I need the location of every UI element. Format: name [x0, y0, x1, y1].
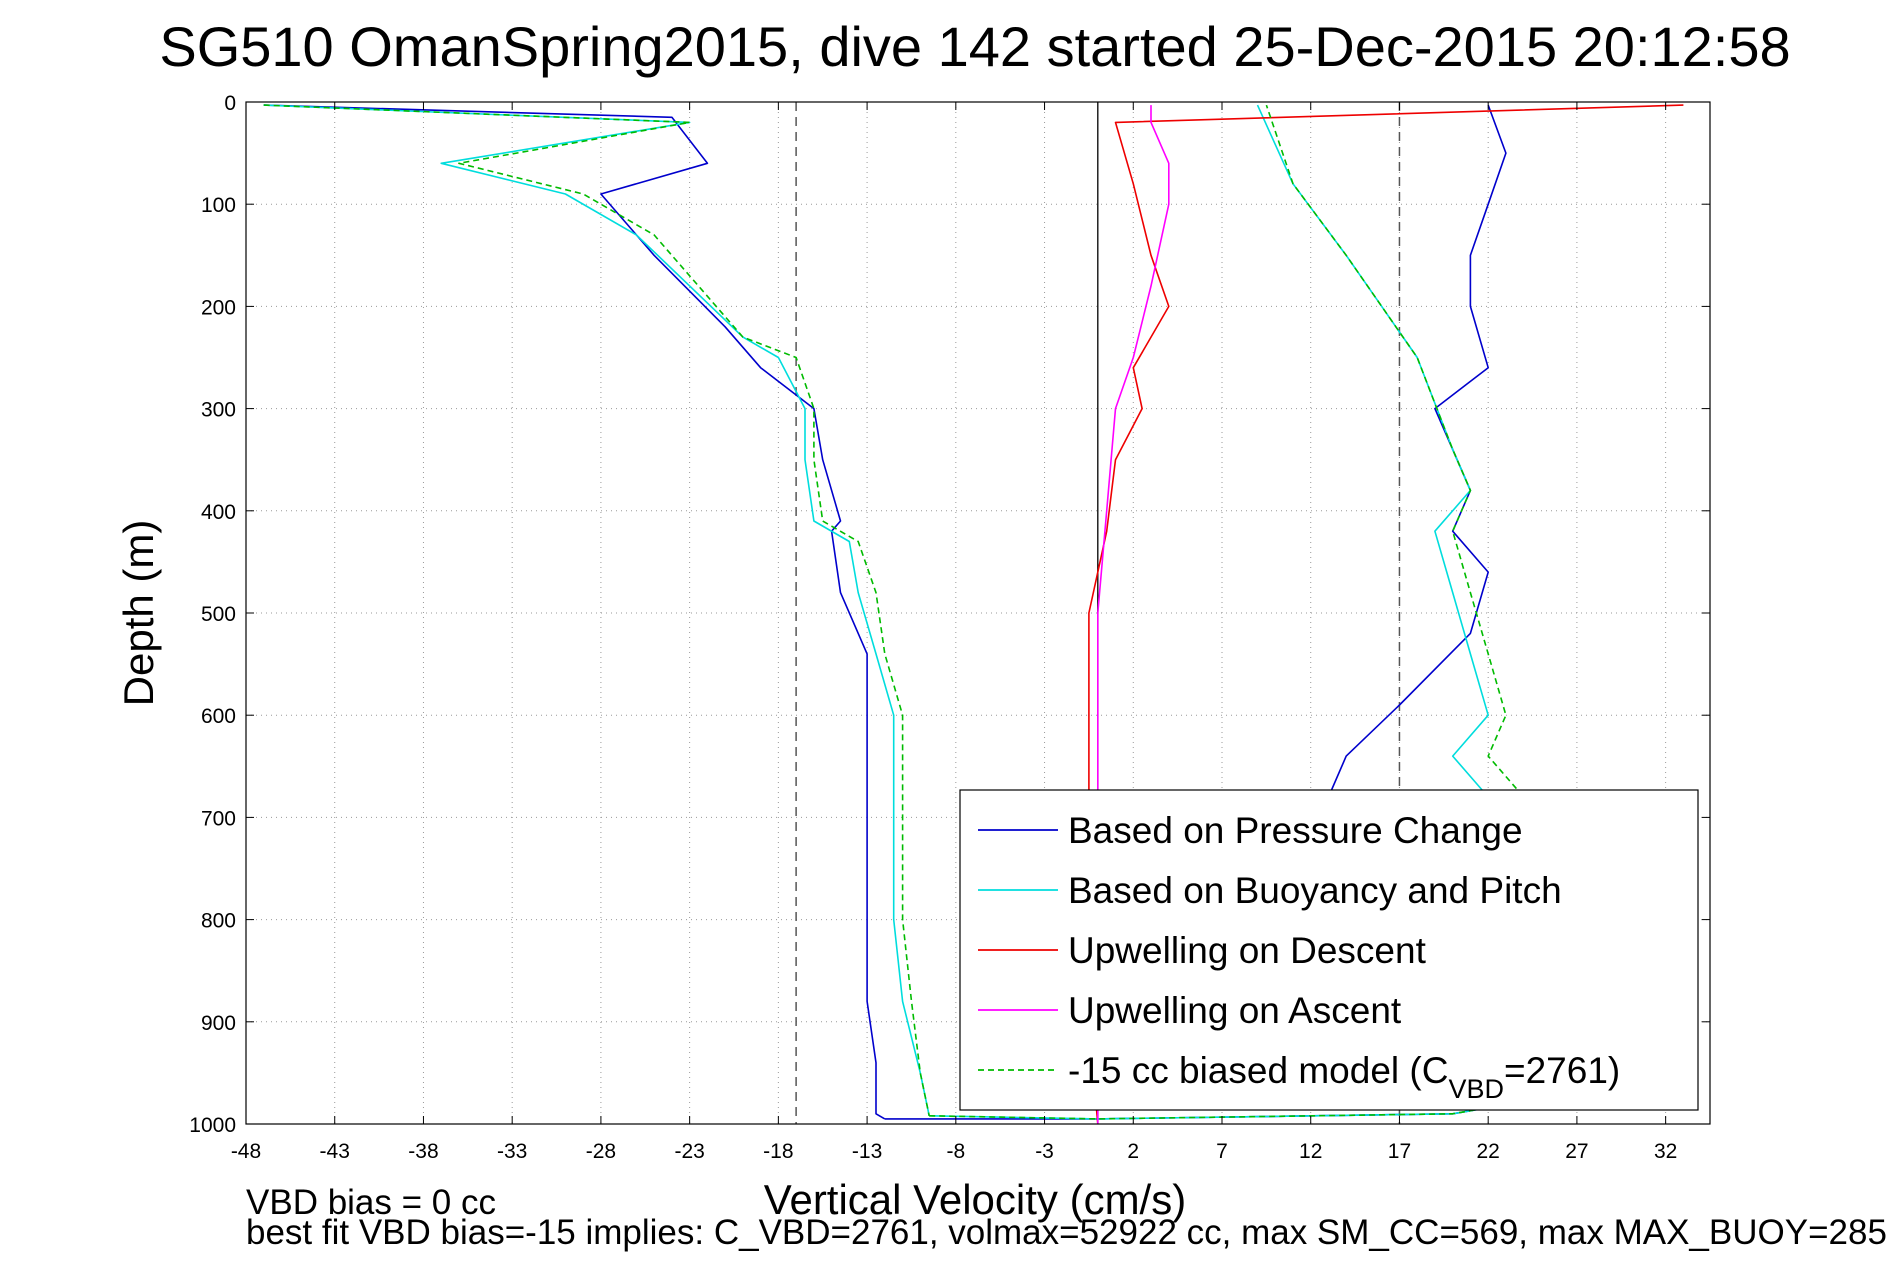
- y-axis-label: Depth (m): [115, 520, 162, 707]
- y-tick-label: 1000: [189, 1114, 236, 1137]
- series-line: [263, 104, 930, 1116]
- legend-label: Based on Buoyancy and Pitch: [1068, 870, 1562, 911]
- x-tick-label: -33: [497, 1140, 527, 1163]
- y-tick-label: 0: [224, 92, 236, 115]
- legend-label: -15 cc biased model (CVBD=2761): [1068, 1050, 1620, 1104]
- legend-label: Based on Pressure Change: [1068, 810, 1523, 851]
- legend-label: Upwelling on Ascent: [1068, 990, 1402, 1031]
- x-tick-label: -23: [674, 1140, 704, 1163]
- x-tick-label: 27: [1565, 1140, 1588, 1163]
- y-tick-label: 300: [201, 399, 236, 422]
- x-tick-label: -38: [408, 1140, 438, 1163]
- x-tick-label: 22: [1477, 1140, 1500, 1163]
- x-tick-label: 12: [1299, 1140, 1322, 1163]
- x-tick-label: 2: [1127, 1140, 1139, 1163]
- x-axis-label: Vertical Velocity (cm/s): [764, 1176, 1186, 1223]
- y-tick-label: 100: [201, 194, 236, 217]
- annotation-best-fit: best fit VBD bias=-15 implies: C_VBD=276…: [246, 1213, 1887, 1252]
- x-tick-label: -13: [852, 1140, 882, 1163]
- x-tick-label: 7: [1216, 1140, 1228, 1163]
- series-line: [263, 104, 886, 1120]
- y-axis-ticks: 0 100 200 300 400 500 600 700 800 900 1000: [189, 92, 1710, 1137]
- x-tick-label: -18: [763, 1140, 793, 1163]
- y-tick-label: 200: [201, 296, 236, 319]
- y-tick-label: 400: [201, 501, 236, 524]
- x-axis-ticks: -48 -43 -38 -33 -28 -23 -18 -13 -8 -3 2 7 12 17 22 27 32: [231, 102, 1677, 1163]
- x-tick-label: -3: [1035, 1140, 1054, 1163]
- annotation-vbd-bias: VBD bias = 0 cc: [246, 1183, 496, 1222]
- y-tick-label: 700: [201, 807, 236, 830]
- y-tick-label: 900: [201, 1012, 236, 1035]
- y-tick-label: 500: [201, 603, 236, 626]
- x-tick-label: -8: [946, 1140, 965, 1163]
- legend-box: [959, 789, 1699, 1111]
- legend-label: Upwelling on Descent: [1068, 930, 1427, 971]
- x-tick-label: -48: [231, 1140, 261, 1163]
- y-tick-label: 600: [201, 705, 236, 728]
- y-tick-label: 800: [201, 910, 236, 933]
- x-tick-label: 32: [1654, 1140, 1677, 1163]
- legend: Based on Pressure Change Based on Buoyanc…: [959, 789, 1699, 1111]
- x-tick-label: 17: [1388, 1140, 1411, 1163]
- x-tick-label: -28: [586, 1140, 616, 1163]
- x-tick-label: -43: [320, 1140, 350, 1163]
- series-line: [263, 104, 930, 1116]
- chart-title: SG510 OmanSpring2015, dive 142 started 2…: [159, 15, 1790, 78]
